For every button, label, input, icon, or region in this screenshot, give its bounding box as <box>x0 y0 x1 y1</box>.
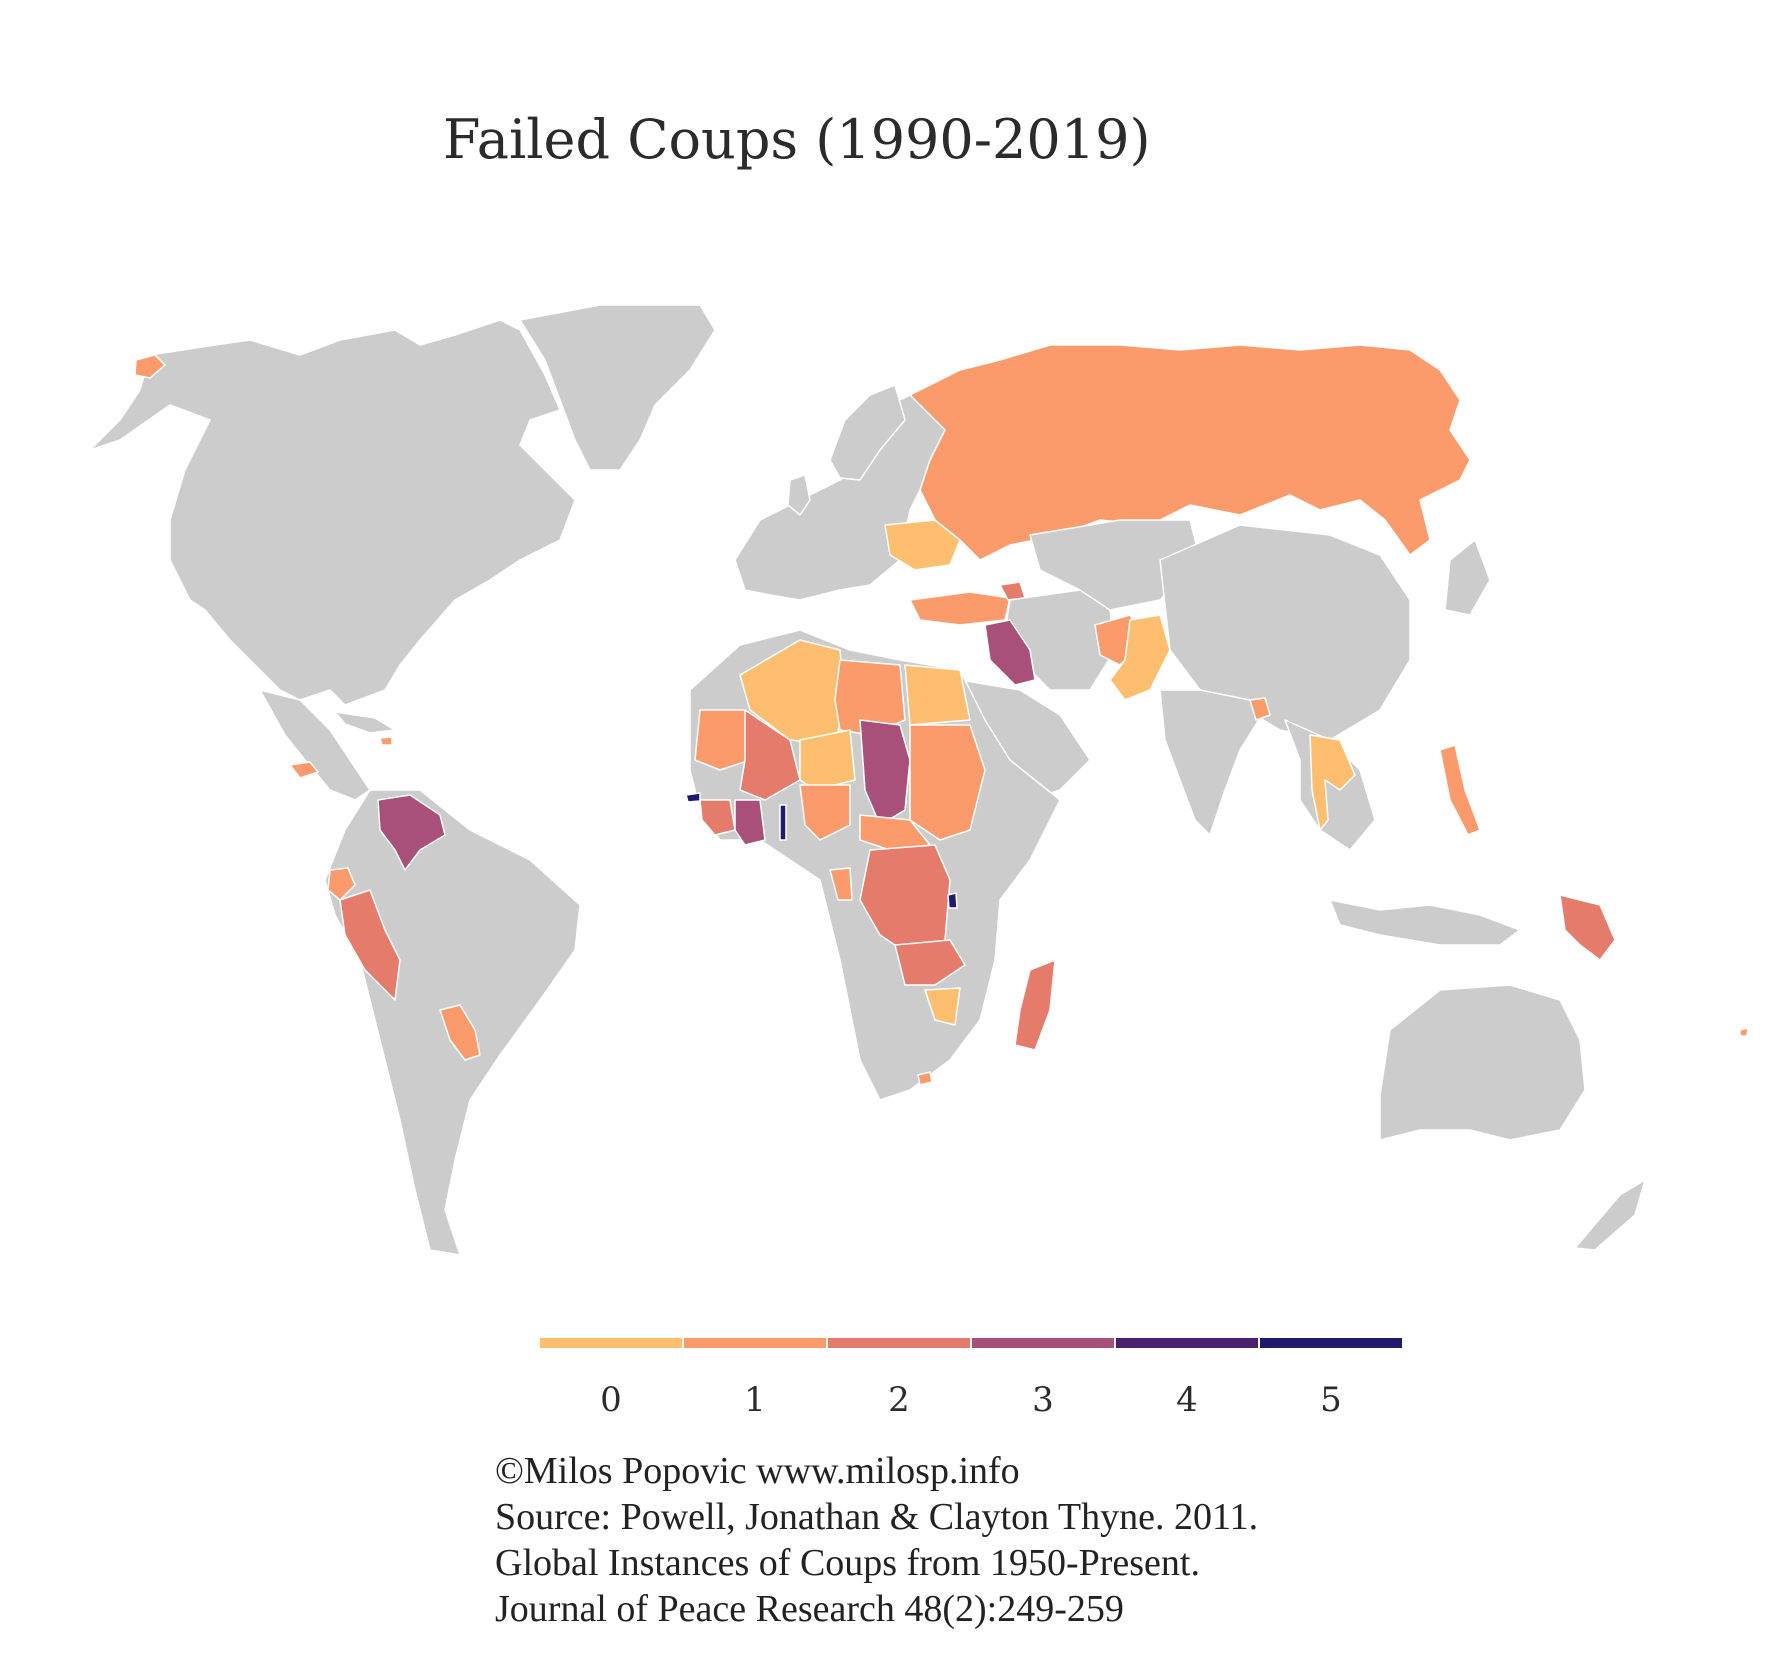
country-peru <box>339 889 401 1001</box>
country-cote-divoire <box>734 799 766 846</box>
country-mauritania <box>694 709 751 771</box>
legend-label-5: 5 <box>1320 1380 1342 1420</box>
legend-swatch-3 <box>972 1338 1114 1348</box>
country-philippines <box>1439 744 1481 836</box>
map-land <box>89 304 1749 1256</box>
country-zambia <box>894 939 966 986</box>
legend-swatch-1 <box>684 1338 826 1348</box>
country-russia <box>909 344 1471 561</box>
legend-label-4: 4 <box>1176 1380 1198 1420</box>
country-uk <box>787 474 811 516</box>
country-north-america <box>89 319 576 706</box>
country-pakistan <box>1109 614 1171 701</box>
page-title: Failed Coups (1990-2019) <box>443 108 1151 171</box>
country-lesotho <box>917 1071 933 1086</box>
country-guinea-bissau <box>685 792 701 803</box>
country-greenland <box>519 304 716 471</box>
country-egypt <box>904 664 971 726</box>
country-central-america <box>259 689 371 801</box>
country-new-zealand <box>1574 1179 1646 1251</box>
country-scandinavia <box>829 384 906 481</box>
country-turkey <box>909 591 1011 626</box>
caption: ©Milos Popovic www.milosp.info Source: P… <box>495 1448 1258 1632</box>
caption-line-2: Source: Powell, Jonathan & Clayton Thyne… <box>495 1496 1259 1538</box>
country-central-asia <box>1029 519 1201 611</box>
caption-line-4: Journal of Peace Research 48(2):249-259 <box>495 1588 1124 1630</box>
legend-label-0: 0 <box>600 1380 622 1420</box>
country-fiji <box>1739 1027 1749 1037</box>
legend-swatch-4 <box>1116 1338 1258 1348</box>
caption-line-3: Global Instances of Coups from 1950-Pres… <box>495 1542 1200 1584</box>
country-ecuador <box>327 867 356 901</box>
legend: 0 1 2 3 4 5 <box>540 1338 1402 1420</box>
legend-swatch-2 <box>828 1338 970 1348</box>
caption-line-1: ©Milos Popovic www.milosp.info <box>495 1450 1020 1492</box>
legend-swatch-5 <box>1260 1338 1402 1348</box>
legend-label-1: 1 <box>744 1380 766 1420</box>
country-zimbabwe <box>924 987 961 1026</box>
country-honduras <box>289 761 319 779</box>
legend-label-3: 3 <box>1032 1380 1054 1420</box>
country-mali <box>739 709 801 801</box>
country-thailand <box>1309 734 1356 831</box>
country-bangladesh <box>1249 697 1271 721</box>
country-cuba <box>334 711 396 734</box>
country-alaska <box>134 354 166 379</box>
country-burundi <box>947 892 958 909</box>
country-nigeria <box>799 784 851 841</box>
country-australia <box>1379 984 1586 1141</box>
country-chad <box>859 719 911 826</box>
country-india <box>1159 689 1266 836</box>
country-indonesia <box>1329 899 1521 946</box>
country-japan <box>1444 539 1491 616</box>
legend-label-2: 2 <box>888 1380 910 1420</box>
country-iraq <box>984 619 1036 686</box>
country-eq-guinea <box>829 867 853 901</box>
country-guinea <box>699 799 736 836</box>
country-madagascar <box>1014 959 1056 1051</box>
country-venezuela <box>377 794 446 871</box>
country-togo <box>779 804 787 841</box>
country-niger <box>799 729 856 791</box>
country-papua-new-guinea <box>1559 894 1616 961</box>
legend-swatch-0 <box>540 1338 682 1348</box>
country-haiti <box>379 736 393 746</box>
country-paraguay <box>439 1004 481 1061</box>
